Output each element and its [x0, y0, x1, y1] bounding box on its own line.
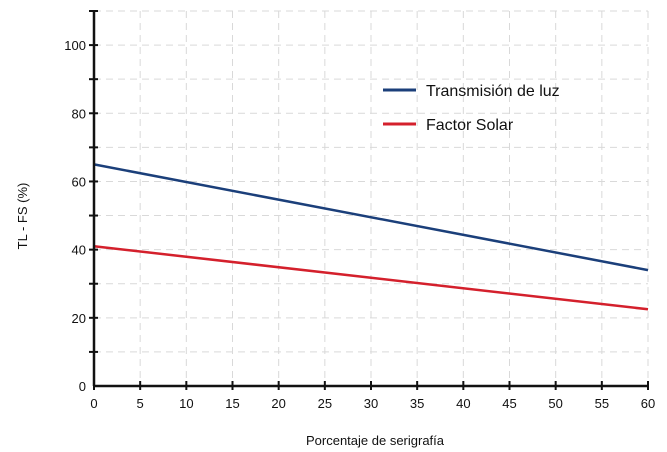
- x-tick-label: 35: [410, 396, 424, 411]
- x-tick-label: 50: [548, 396, 562, 411]
- y-tick-label: 100: [64, 38, 86, 53]
- x-tick-label: 20: [271, 396, 285, 411]
- legend: Transmisión de luz Factor Solar: [383, 83, 560, 134]
- y-tick-label: 0: [79, 379, 86, 394]
- series-line-1: [93, 163, 649, 272]
- legend-label-2: Factor Solar: [426, 117, 514, 134]
- series-lines: [93, 163, 649, 311]
- x-tick-label: 30: [364, 396, 378, 411]
- y-tick-label: 80: [72, 106, 86, 121]
- ticks: 0 5 10 15 20 25 30 35 40 45 50 55 60 0 20 40 60 80 100: [64, 10, 655, 411]
- y-axis-label: TL - FS (%): [15, 183, 30, 250]
- y-tick-label: 20: [72, 311, 86, 326]
- x-tick-label: 0: [90, 396, 97, 411]
- x-tick-label: 40: [456, 396, 470, 411]
- x-tick-label: 45: [502, 396, 516, 411]
- series-line-2: [93, 244, 649, 311]
- x-tick-label: 10: [179, 396, 193, 411]
- y-tick-label: 60: [72, 174, 86, 189]
- y-tick-label: 40: [72, 243, 86, 258]
- grid: [94, 10, 649, 386]
- x-tick-label: 55: [595, 396, 609, 411]
- x-tick-label: 60: [641, 396, 655, 411]
- x-tick-label: 25: [318, 396, 332, 411]
- x-tick-label: 5: [137, 396, 144, 411]
- x-tick-label: 15: [225, 396, 239, 411]
- x-axis-label: Porcentaje de serigrafía: [306, 433, 445, 448]
- legend-label-1: Transmisión de luz: [426, 83, 560, 100]
